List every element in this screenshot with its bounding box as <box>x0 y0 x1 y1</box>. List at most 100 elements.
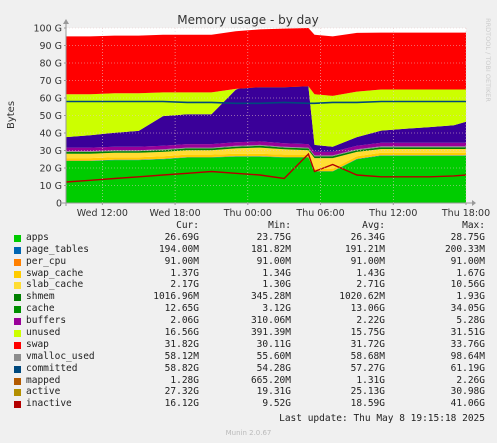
x-tick-label: Wed 18:00 <box>150 208 201 219</box>
legend-min: 345.28M <box>250 291 291 303</box>
legend-cur: 27.32G <box>164 386 199 398</box>
legend-row-mapped: mapped 1.28G 665.20M 1.31G 2.26G <box>0 375 497 387</box>
area-unused <box>66 80 466 147</box>
legend-min: 3.12G <box>262 303 291 315</box>
legend-min: 310.06M <box>250 315 291 327</box>
chart-title: Memory usage - by day <box>177 13 318 27</box>
legend-row-swap: swap 31.82G 30.11G 31.72G 33.76G <box>0 339 497 351</box>
munin-version: Munin 2.0.67 <box>225 429 272 437</box>
y-tick-label: 70 G <box>40 76 62 87</box>
legend-min: 665.20M <box>250 374 291 386</box>
legend-header-avg: Avg: <box>362 220 385 231</box>
legend-row-active: active 27.32G 19.31G 25.13G 30.98G <box>0 386 497 398</box>
area-layers <box>66 28 466 203</box>
area-slab_cache <box>66 147 466 169</box>
rrdtool-side-label: RRDTOOL / TOBI OETIKER <box>484 18 492 102</box>
legend-swatch <box>14 353 21 361</box>
x-axis-arrow <box>472 200 476 206</box>
x-tick-label: Thu 06:00 <box>295 208 344 219</box>
legend-cur: 16.12G <box>164 398 199 410</box>
line-inactive <box>65 152 467 183</box>
y-tick-label: 10 G <box>40 181 62 192</box>
legend-min: 1.30G <box>262 279 291 291</box>
legend-row-swap_cache: swap_cache 1.37G 1.34G 1.43G 1.67G <box>0 268 497 280</box>
legend-min: 391.39M <box>250 327 291 339</box>
legend-max: 41.06G <box>450 398 485 410</box>
legend-cur: 26.69G <box>164 231 199 243</box>
area-buffers <box>66 141 466 156</box>
legend-name: vmalloc_used <box>26 350 95 362</box>
legend-name: unused <box>26 327 61 339</box>
area-swap <box>66 28 466 96</box>
legend-swatch <box>14 389 21 397</box>
legend-swatch <box>14 377 21 385</box>
y-tick-label: 80 G <box>40 59 62 70</box>
legend-min: 30.11G <box>256 338 291 350</box>
legend-avg: 2.71G <box>356 279 385 291</box>
y-tick-label: 0 <box>56 199 62 210</box>
legend-row-buffers: buffers 2.06G 310.06M 2.22G 5.28G <box>0 315 497 327</box>
legend-cur: 12.65G <box>164 303 199 315</box>
legend-swatch <box>14 234 21 242</box>
legend-rows: apps 26.69G 23.75G 26.34G 28.75G page_tables 1… <box>0 232 497 410</box>
y-tick-label: 50 G <box>40 111 62 122</box>
legend-header-max: Max: <box>462 220 485 231</box>
legend-avg: 58.68M <box>350 350 385 362</box>
x-tick-label: Thu 00:00 <box>223 208 272 219</box>
legend-row-unused: unused 16.56G 391.39M 15.75G 31.51G <box>0 327 497 339</box>
y-tick-label: 20 G <box>40 164 62 175</box>
grid-lines <box>66 27 467 203</box>
legend-min: 1.34G <box>262 267 291 279</box>
area-cache <box>66 144 466 157</box>
legend-avg: 2.22G <box>356 315 385 327</box>
legend-swatch <box>14 282 21 290</box>
y-tick-label: 100 G <box>33 24 62 35</box>
area-swap_cache <box>66 152 466 171</box>
legend-header-cur: Cur: <box>176 220 199 231</box>
legend-cur: 16.56G <box>164 327 199 339</box>
legend-avg: 13.06G <box>350 303 385 315</box>
legend-header-min: Min: <box>268 220 291 231</box>
legend-avg: 15.75G <box>350 327 385 339</box>
x-tick-label: Thu 12:00 <box>368 208 417 219</box>
y-tick-label: 30 G <box>40 146 62 157</box>
legend-name: mapped <box>26 374 61 386</box>
legend-row-cache: cache 12.65G 3.12G 13.06G 34.05G <box>0 303 497 315</box>
legend-swatch <box>14 306 21 314</box>
legend-name: swap_cache <box>26 267 84 279</box>
line-layers <box>65 100 467 183</box>
legend-max: 1.67G <box>456 267 485 279</box>
legend-cur: 1.28G <box>170 374 199 386</box>
x-tick-label: Thu 18:00 <box>441 208 490 219</box>
legend-name: buffers <box>26 315 67 327</box>
legend-max: 33.76G <box>450 338 485 350</box>
legend-cur: 58.12M <box>164 350 199 362</box>
legend-avg: 1.31G <box>356 374 385 386</box>
legend-avg: 91.00M <box>350 255 385 267</box>
legend-swatch <box>14 401 21 409</box>
legend-cur: 2.17G <box>170 279 199 291</box>
legend-max: 200.33M <box>444 243 485 255</box>
legend-name: swap <box>26 338 49 350</box>
legend-swatch <box>14 294 21 302</box>
legend-cur: 91.00M <box>164 255 199 267</box>
legend-max: 30.98G <box>450 386 485 398</box>
legend-max: 91.00M <box>450 255 485 267</box>
legend-row-vmalloc_used: vmalloc_used 58.12M 55.60M 58.68M 98.64M <box>0 351 497 363</box>
y-axis-label: Bytes <box>6 101 17 129</box>
legend-name: committed <box>26 362 78 374</box>
legend-swatch <box>14 318 21 326</box>
legend-name: apps <box>26 231 49 243</box>
legend-min: 181.82M <box>250 243 291 255</box>
y-tick-label: 60 G <box>40 94 62 105</box>
legend-cur: 194.00M <box>158 243 199 255</box>
legend-swatch <box>14 246 21 254</box>
legend-cur: 58.82G <box>164 362 199 374</box>
last-update-text: Last update: Thu May 8 19:15:18 2025 <box>279 413 485 424</box>
legend-name: inactive <box>26 398 72 410</box>
legend-avg: 18.59G <box>350 398 385 410</box>
legend-cur: 1.37G <box>170 267 199 279</box>
legend-max: 61.19G <box>450 362 485 374</box>
legend-max: 5.28G <box>456 315 485 327</box>
